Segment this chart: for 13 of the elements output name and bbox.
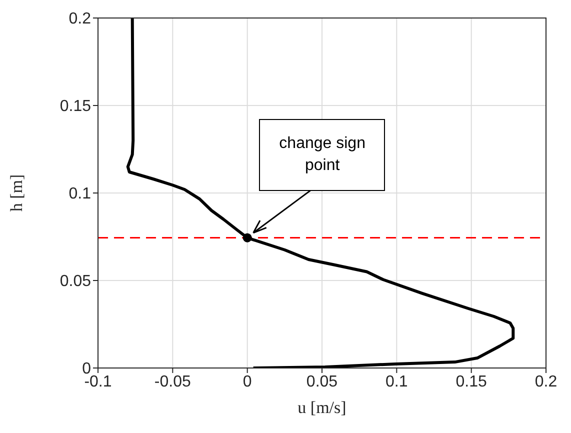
x-tick-label: 0.1 xyxy=(386,373,408,390)
y-tick-label: 0.1 xyxy=(68,186,92,203)
y-axis-title: h [m] xyxy=(7,174,26,212)
x-tick-label: 0.15 xyxy=(456,373,488,390)
x-tick-label: -0.05 xyxy=(154,373,192,390)
y-tick-label: 0.2 xyxy=(68,10,92,28)
y-tick-label: 0.15 xyxy=(60,98,92,116)
x-tick-label: 0.2 xyxy=(534,373,558,390)
y-tick-label: 0.05 xyxy=(60,273,92,290)
x-axis-title: u [m/s] xyxy=(298,398,346,417)
x-tick-label: 0.05 xyxy=(306,373,338,390)
annotation: change sign point xyxy=(259,118,386,191)
x-tick-label: 0 xyxy=(242,373,252,390)
